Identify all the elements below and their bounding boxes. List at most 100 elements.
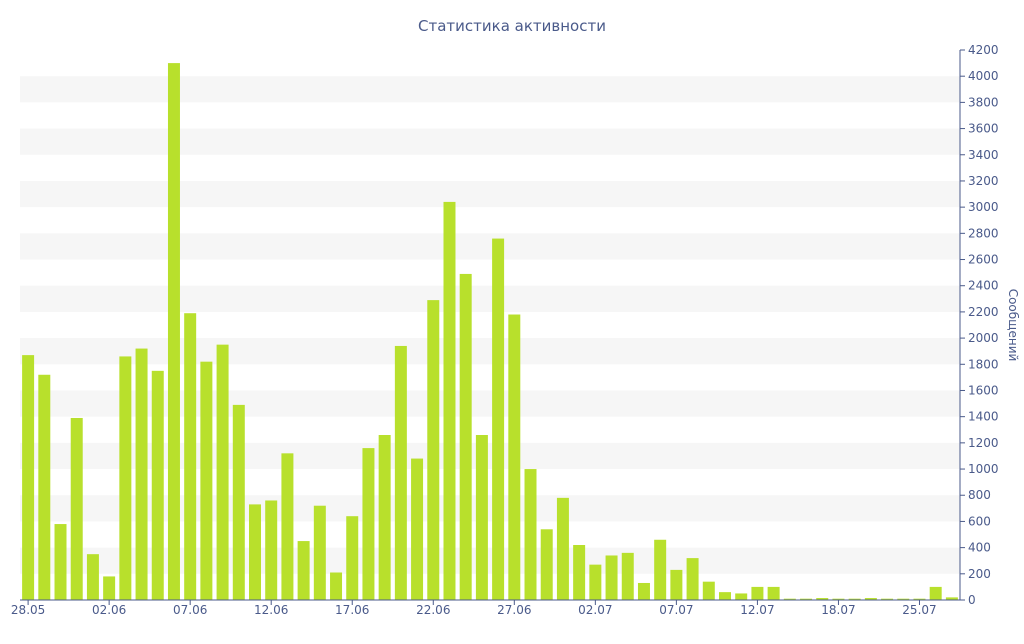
bar[interactable]: [670, 569, 683, 600]
y-tick-label: 3400: [968, 148, 999, 162]
y-tick-label: 2800: [968, 226, 999, 240]
bar[interactable]: [54, 524, 67, 600]
bar[interactable]: [864, 598, 877, 600]
x-tick-label: 12.06: [254, 603, 288, 617]
bar[interactable]: [232, 404, 245, 600]
bar[interactable]: [783, 598, 796, 600]
bar[interactable]: [151, 370, 164, 600]
bar[interactable]: [427, 300, 440, 600]
grid-band: [20, 233, 960, 260]
bar[interactable]: [330, 572, 343, 601]
grid-band: [20, 128, 960, 155]
grid-band: [20, 180, 960, 208]
x-tick-label: 22.06: [416, 603, 450, 617]
bar[interactable]: [184, 313, 197, 600]
bar[interactable]: [556, 497, 569, 600]
bar[interactable]: [346, 516, 359, 600]
x-tick-label: 28.05: [11, 603, 45, 617]
bar[interactable]: [378, 435, 391, 600]
bar[interactable]: [945, 597, 958, 600]
y-tick-label: 1200: [968, 436, 999, 450]
y-tick-label: 1000: [968, 462, 999, 476]
y-tick-label: 2000: [968, 331, 999, 345]
bar[interactable]: [167, 63, 180, 601]
x-tick-label: 02.06: [92, 603, 126, 617]
y-tick-label: 800: [968, 488, 991, 502]
x-tick-label: 07.06: [173, 603, 207, 617]
bar[interactable]: [605, 555, 618, 600]
x-tick-label: 12.07: [740, 603, 774, 617]
bar[interactable]: [38, 374, 51, 600]
y-tick-label: 600: [968, 514, 991, 528]
bar[interactable]: [816, 598, 829, 600]
bar[interactable]: [719, 592, 731, 600]
bar[interactable]: [800, 598, 813, 600]
x-tick-label: 02.07: [578, 603, 612, 617]
bar[interactable]: [265, 500, 278, 600]
bar[interactable]: [103, 576, 116, 600]
x-tick-label: 17.06: [335, 603, 369, 617]
bar[interactable]: [216, 344, 229, 600]
x-tick-label: 07.07: [659, 603, 693, 617]
bar[interactable]: [735, 593, 748, 600]
bar[interactable]: [22, 355, 35, 600]
bar[interactable]: [492, 238, 505, 600]
y-tick-label: 3000: [968, 200, 999, 214]
y-tick-label: 2200: [968, 305, 999, 319]
y-tick-label: 2600: [968, 253, 999, 267]
bar[interactable]: [881, 598, 894, 600]
y-tick-label: 4000: [968, 69, 999, 83]
bar[interactable]: [897, 598, 910, 600]
bar[interactable]: [589, 564, 602, 600]
bar[interactable]: [297, 541, 310, 600]
bar[interactable]: [508, 314, 521, 600]
bar[interactable]: [475, 435, 488, 600]
bar[interactable]: [686, 558, 699, 600]
bar[interactable]: [119, 356, 132, 600]
y-tick-label: 3600: [968, 122, 999, 136]
x-tick-label: 27.06: [497, 603, 531, 617]
bar[interactable]: [913, 598, 926, 600]
bar[interactable]: [702, 581, 715, 600]
bar[interactable]: [929, 586, 942, 600]
x-tick-label: 25.07: [902, 603, 936, 617]
grid-band: [20, 76, 960, 103]
bar[interactable]: [654, 539, 667, 600]
y-tick-label: 3800: [968, 95, 999, 109]
bar[interactable]: [832, 598, 845, 600]
x-axis: 28.05 02.06 07.06 12.06 17.06 22.06 27.06 02.07…: [11, 599, 960, 617]
bar[interactable]: [394, 345, 407, 600]
bar[interactable]: [767, 586, 780, 600]
y-axis: 0 200 400 600 800 1000 1200 1400 1600 1800 2000 220…: [959, 43, 999, 607]
bar[interactable]: [459, 273, 472, 600]
bar[interactable]: [621, 552, 634, 600]
bar[interactable]: [362, 448, 375, 600]
bar[interactable]: [540, 529, 553, 600]
chart-title: Статистика активности: [418, 17, 606, 35]
bar[interactable]: [443, 201, 456, 600]
bar[interactable]: [751, 586, 764, 600]
bar[interactable]: [524, 469, 537, 600]
bar[interactable]: [86, 554, 99, 600]
bar[interactable]: [200, 361, 213, 600]
y-tick-label: 1800: [968, 357, 999, 371]
bar[interactable]: [281, 453, 294, 600]
bar[interactable]: [848, 598, 861, 600]
grid-band: [20, 338, 960, 365]
bar[interactable]: [70, 417, 83, 600]
bar[interactable]: [135, 348, 148, 600]
bars-group: [22, 63, 958, 601]
y-tick-label: 400: [968, 541, 991, 555]
x-tick-label: 18.07: [821, 603, 855, 617]
bar[interactable]: [637, 582, 650, 600]
y-tick-label: 1600: [968, 383, 999, 397]
y-axis-title: Сообщений: [1006, 289, 1020, 362]
bar[interactable]: [249, 504, 261, 600]
bar[interactable]: [573, 545, 586, 600]
bar[interactable]: [411, 458, 424, 600]
grid-band: [20, 285, 960, 312]
y-tick-label: 0: [968, 593, 976, 607]
bar[interactable]: [313, 505, 326, 600]
